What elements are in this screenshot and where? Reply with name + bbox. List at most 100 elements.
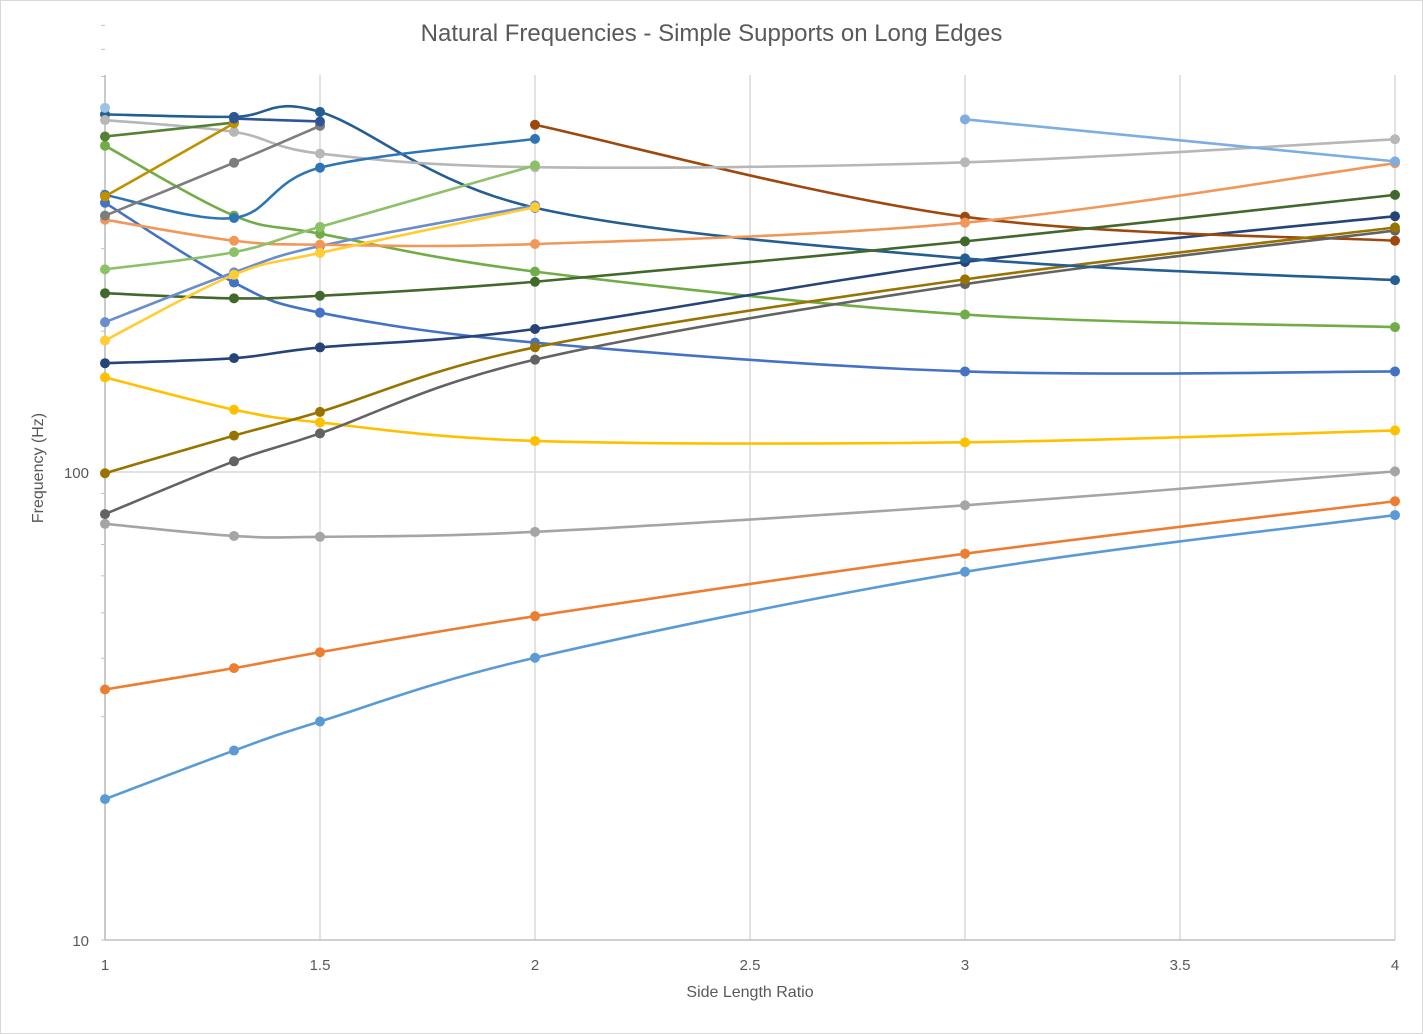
x-tick-label: 3.5 [1170,957,1191,974]
data-point [229,269,239,280]
data-point [960,114,970,125]
data-point [960,236,970,247]
data-point [229,212,239,223]
data-point [1390,366,1400,377]
data-point [229,277,239,288]
data-point [530,354,540,365]
data-point [960,548,970,559]
series-8 [530,119,1400,246]
data-point [315,531,325,542]
data-point [229,235,239,246]
data-point [530,266,540,277]
data-point [1390,510,1400,521]
x-tick-label: 1 [101,957,109,974]
series-9 [100,225,1400,520]
data-point [315,428,325,439]
y-tick-label: 100 [64,465,89,482]
x-tick-label: 3 [961,957,969,974]
data-point [229,157,239,168]
axes [101,24,1395,941]
data-point [229,404,239,415]
data-point [530,611,540,622]
data-point [1390,211,1400,222]
data-point [530,119,540,130]
data-point [960,309,970,320]
data-point [315,290,325,301]
series-17 [100,160,540,275]
data-point [530,160,540,171]
data-point [530,133,540,144]
data-point [530,435,540,446]
data-point [960,274,970,285]
data-point [315,148,325,159]
data-point [100,518,110,529]
data-point [100,288,110,299]
data-point [100,115,110,126]
data-point [229,530,239,541]
series-24 [960,114,1400,167]
data-point [1390,156,1400,167]
data-point [229,126,239,137]
x-axis-label: Side Length Ratio [686,984,814,1001]
data-point [1390,222,1400,233]
data-point [530,239,540,250]
series-group [100,102,1400,805]
series-12 [100,189,1400,304]
data-point [100,210,110,221]
data-point [530,652,540,663]
data-point [1390,189,1400,200]
data-point [530,323,540,334]
series-line [964,118,1396,163]
series-line [104,124,321,217]
data-point [229,430,239,441]
data-point [100,358,110,369]
data-point [229,456,239,467]
data-point [530,276,540,287]
series-line [104,164,536,271]
data-point [315,221,325,232]
series-line [104,122,235,198]
data-point [1390,322,1400,333]
data-point [100,131,110,142]
series-4 [100,372,1400,448]
data-point [530,526,540,537]
data-point [1390,134,1400,145]
data-point [100,264,110,275]
x-tick-label: 2 [531,957,539,974]
data-point [100,335,110,346]
data-point [960,500,970,511]
series-1 [100,510,1400,805]
data-point [1390,496,1400,507]
series-16 [100,202,540,346]
data-point [315,716,325,727]
data-point [229,745,239,756]
x-tick-label: 4 [1391,957,1399,974]
data-point [960,437,970,448]
data-point [960,253,970,264]
data-point [100,509,110,520]
tick-labels: 1 1.5 2 2.5 3 3.5 4 10 100 [64,465,1399,974]
x-tick-label: 2.5 [740,957,761,974]
data-point [315,417,325,428]
data-point [100,191,110,202]
data-point [960,157,970,168]
data-point [315,239,325,250]
data-point [100,372,110,383]
data-point [960,366,970,377]
data-point [530,202,540,213]
data-point [315,342,325,353]
data-point [1390,235,1400,246]
series-19 [100,120,325,221]
data-point [315,307,325,318]
data-point [100,468,110,479]
data-point [315,116,325,127]
data-point [1390,275,1400,286]
series-18 [100,133,540,223]
series-21 [100,118,239,202]
data-point [1390,425,1400,436]
data-point [1390,466,1400,477]
data-point [229,113,239,124]
data-point [315,247,325,258]
data-point [100,684,110,695]
series-line [104,204,536,324]
